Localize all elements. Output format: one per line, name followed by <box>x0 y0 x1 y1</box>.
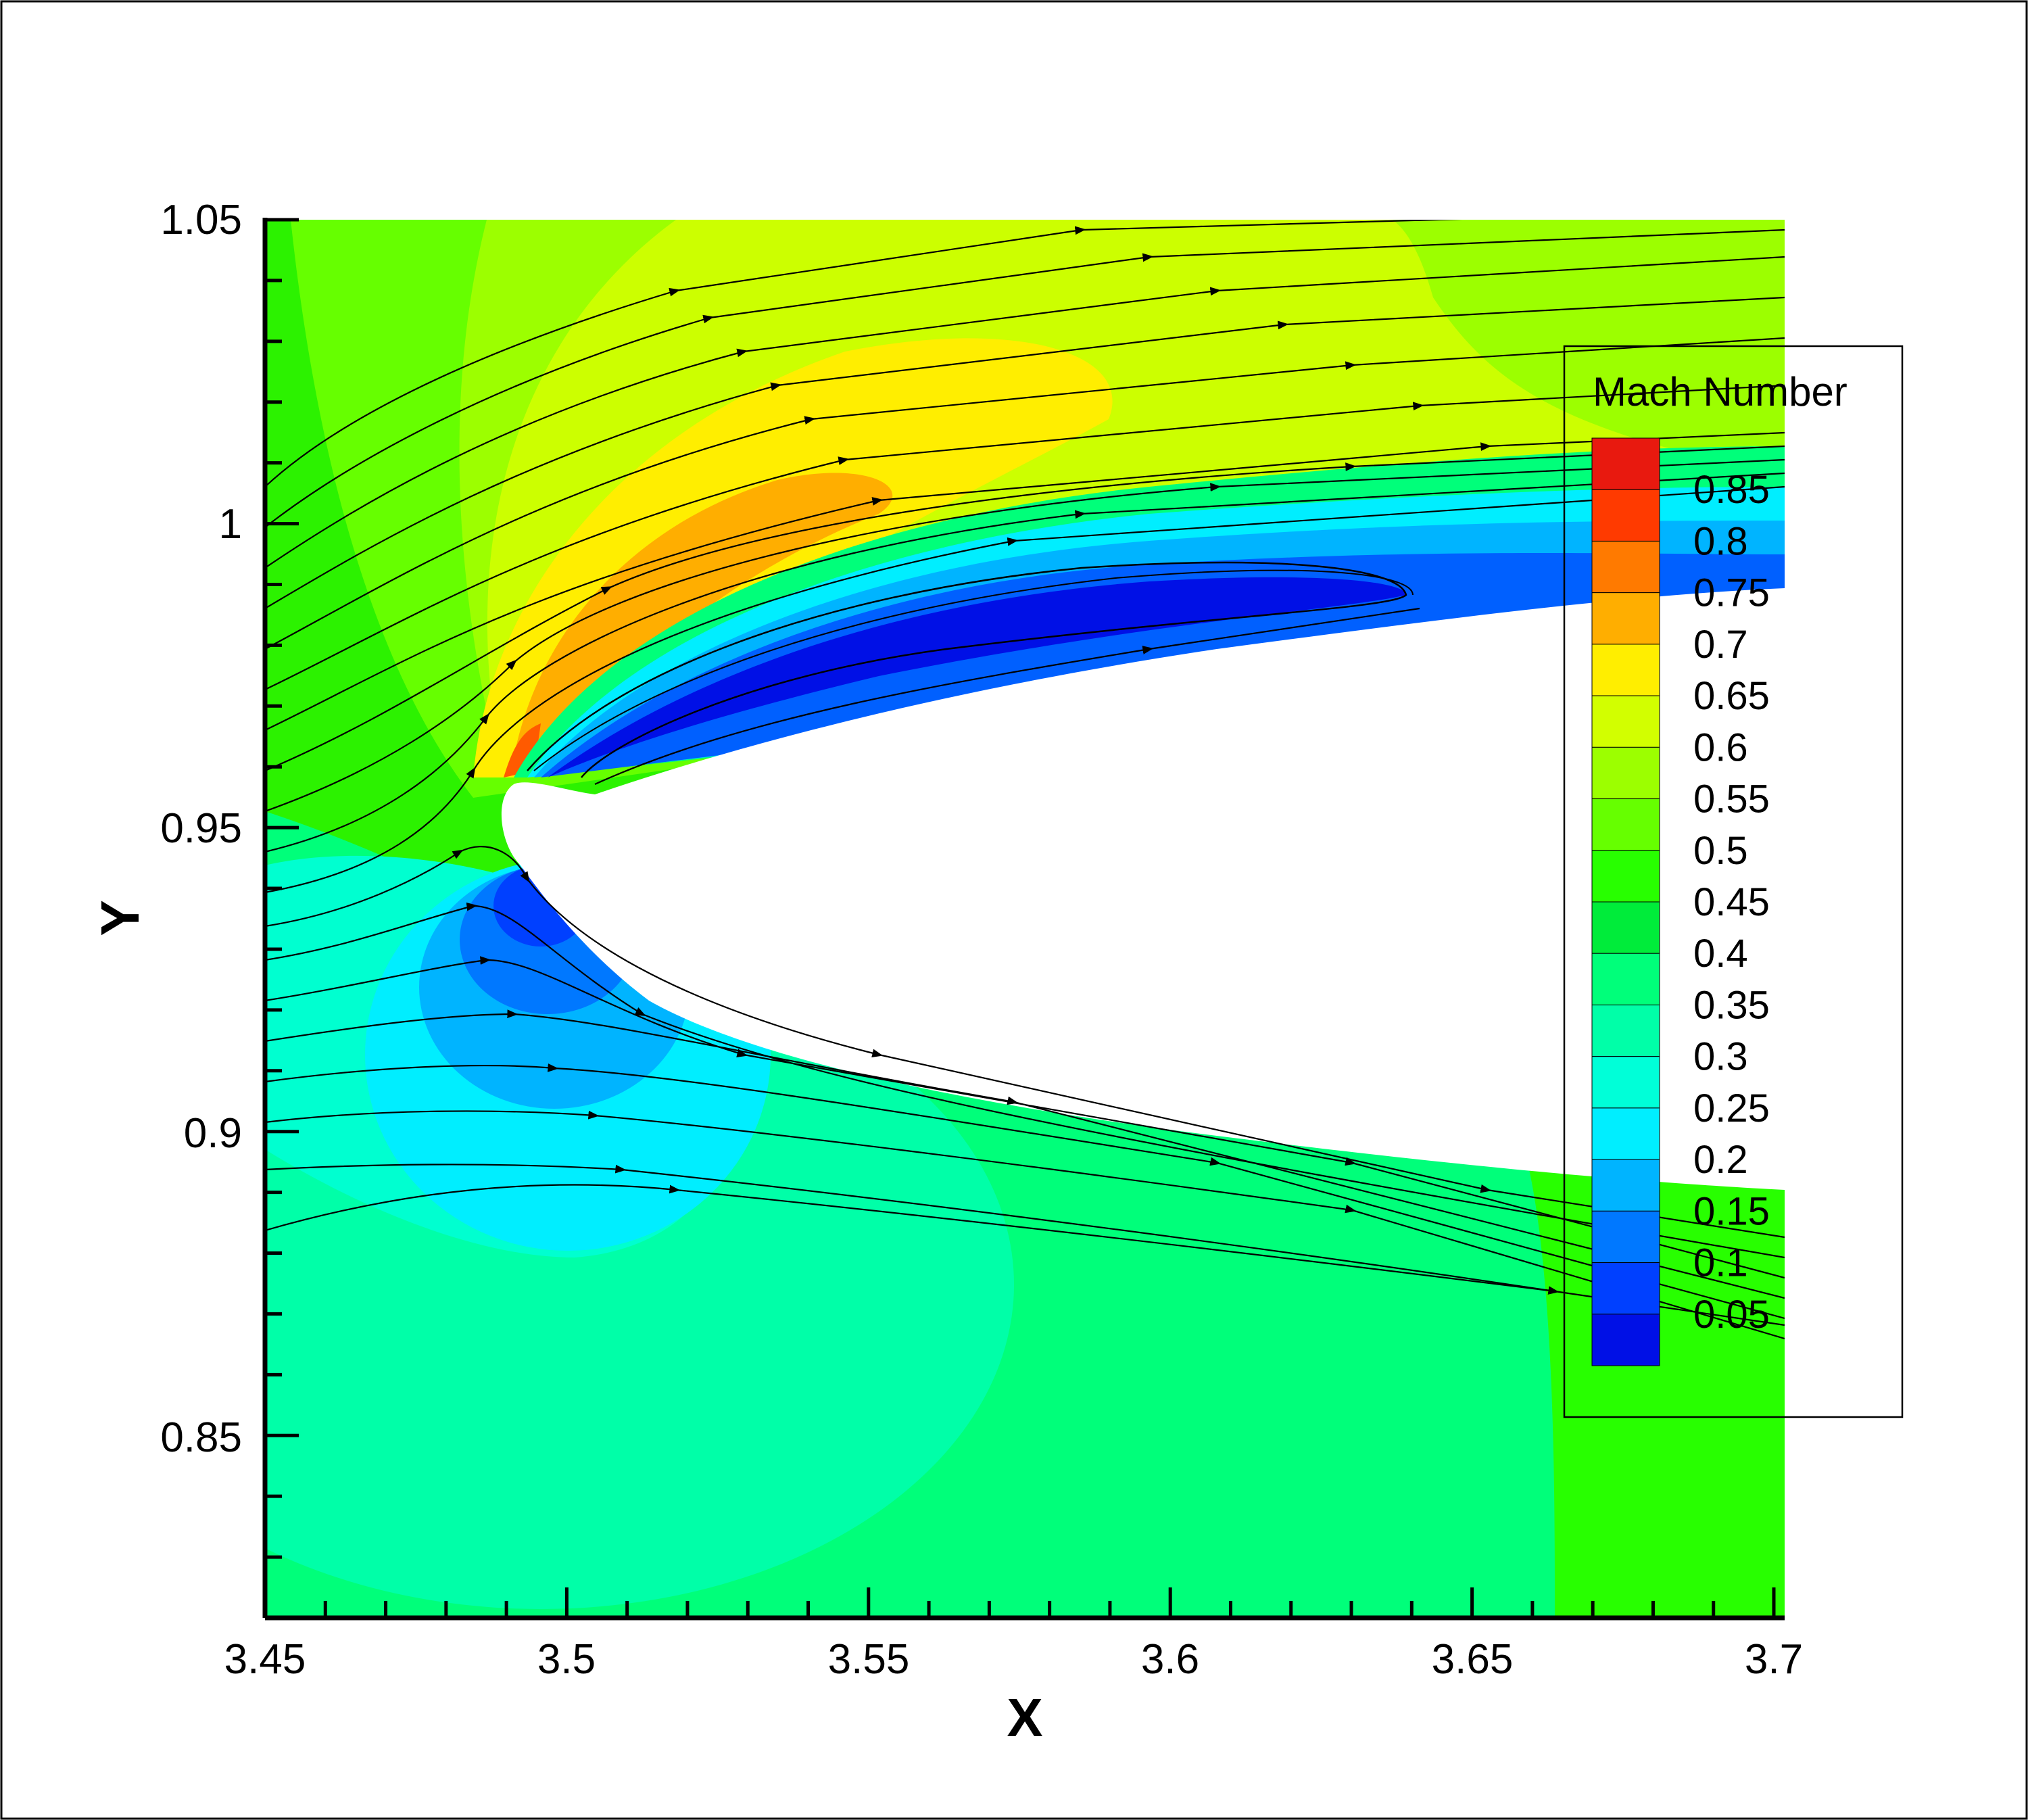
legend-labels: 0.85 0.8 0.75 0.7 0.65 0.6 0.55 0.5 0.45 0.4 0.35 0… <box>1693 468 1770 1337</box>
legend-level-label: 0.25 <box>1693 1086 1770 1130</box>
legend-level-label: 0.6 <box>1693 725 1748 769</box>
legend-swatch <box>1591 592 1660 645</box>
legend-swatch <box>1591 850 1660 903</box>
legend-swatch <box>1591 644 1660 696</box>
x-axis-title: X <box>1007 1687 1042 1748</box>
y-tick-labels: 0.85 0.9 0.95 1 1.05 <box>160 197 242 1461</box>
x-tick-label: 3.6 <box>1141 1636 1199 1683</box>
legend-swatch <box>1591 1056 1660 1109</box>
y-tick-label: 0.9 <box>184 1110 242 1157</box>
legend-swatch <box>1591 695 1660 748</box>
y-tick-label: 0.85 <box>160 1414 242 1461</box>
legend-level-label: 0.45 <box>1693 880 1770 924</box>
streamlines <box>265 220 1785 1340</box>
legend-level-label: 0.8 <box>1693 519 1748 563</box>
legend-level-label: 0.15 <box>1693 1189 1770 1233</box>
legend-level-label: 0.2 <box>1693 1138 1748 1182</box>
legend-level-label: 0.65 <box>1693 674 1770 718</box>
legend-swatch <box>1591 1107 1660 1160</box>
legend-swatch <box>1591 953 1660 1005</box>
y-tick-label: 0.95 <box>160 805 242 852</box>
legend-level-label: 0.85 <box>1693 468 1770 512</box>
legend-swatch <box>1591 540 1660 594</box>
y-tick-label: 1.05 <box>160 197 242 243</box>
legend-level-label: 0.5 <box>1693 829 1748 873</box>
legend-colorbar <box>1591 437 1660 1366</box>
legend-level-label: 0.05 <box>1693 1293 1770 1337</box>
legend-swatch <box>1591 1262 1660 1315</box>
legend-swatch <box>1591 489 1660 542</box>
x-tick-labels: 3.45 3.5 3.55 3.6 3.65 3.7 <box>224 1636 1803 1683</box>
legend-level-label: 0.55 <box>1693 777 1770 821</box>
legend: Mach Number 0.85 0.8 0.75 0.7 0.65 0.6 0.55 0.5… <box>1563 345 1904 1418</box>
legend-swatch <box>1591 798 1660 851</box>
legend-swatch <box>1591 1004 1660 1057</box>
legend-level-label: 0.75 <box>1693 571 1770 615</box>
legend-level-label: 0.3 <box>1693 1035 1748 1079</box>
x-tick-label: 3.7 <box>1745 1636 1803 1683</box>
legend-level-label: 0.1 <box>1693 1241 1748 1285</box>
x-tick-label: 3.55 <box>828 1636 910 1683</box>
legend-level-label: 0.4 <box>1693 932 1748 976</box>
legend-swatch <box>1591 437 1660 490</box>
y-tick-label: 1 <box>219 501 242 548</box>
x-tick-label: 3.5 <box>537 1636 596 1683</box>
legend-level-label: 0.7 <box>1693 623 1748 667</box>
contour-field <box>265 220 1785 1618</box>
x-ticks <box>263 1587 1776 1618</box>
x-tick-label: 3.45 <box>224 1636 306 1683</box>
x-tick-label: 3.65 <box>1432 1636 1514 1683</box>
legend-swatch <box>1591 746 1660 800</box>
y-ticks <box>265 218 299 1620</box>
legend-swatch <box>1591 901 1660 954</box>
legend-swatch <box>1591 1210 1660 1264</box>
legend-swatch <box>1591 1159 1660 1212</box>
y-axis-title: Y <box>90 900 150 936</box>
legend-swatch <box>1591 1314 1660 1366</box>
legend-title: Mach Number <box>1593 369 1848 414</box>
legend-level-label: 0.35 <box>1693 983 1770 1027</box>
legend-box <box>1563 345 1904 1418</box>
